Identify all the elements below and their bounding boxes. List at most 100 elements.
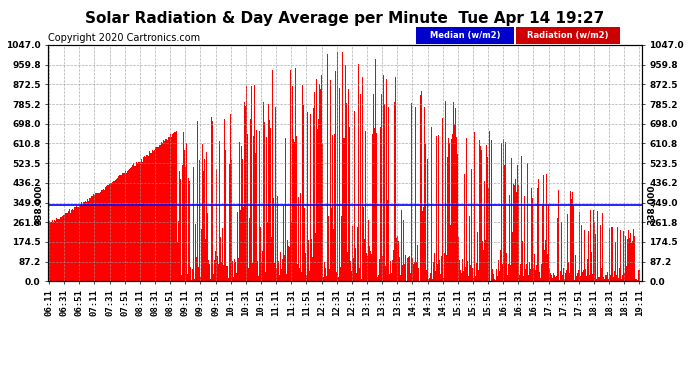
- Bar: [541, 170, 542, 281]
- Bar: [631, 243, 632, 281]
- Bar: [176, 131, 177, 281]
- Bar: [179, 175, 180, 281]
- Bar: [442, 118, 443, 281]
- Bar: [337, 52, 338, 281]
- Bar: [55, 221, 57, 281]
- Bar: [69, 209, 70, 281]
- Bar: [402, 265, 403, 281]
- Bar: [163, 140, 164, 281]
- Bar: [137, 164, 138, 281]
- Bar: [572, 272, 573, 281]
- Bar: [609, 272, 610, 281]
- Bar: [430, 273, 431, 281]
- Bar: [486, 145, 487, 281]
- Bar: [168, 137, 169, 281]
- Bar: [368, 220, 369, 281]
- Bar: [408, 258, 409, 281]
- Bar: [125, 171, 126, 281]
- Bar: [232, 261, 233, 281]
- Bar: [274, 262, 275, 281]
- Bar: [638, 270, 639, 281]
- Bar: [128, 170, 129, 281]
- Bar: [362, 77, 363, 281]
- Bar: [71, 210, 72, 281]
- Bar: [582, 272, 583, 281]
- Bar: [460, 270, 461, 281]
- Bar: [622, 274, 623, 281]
- Bar: [433, 261, 434, 281]
- Bar: [397, 264, 398, 281]
- Bar: [316, 79, 317, 281]
- Bar: [429, 278, 430, 281]
- Bar: [473, 279, 474, 281]
- Bar: [511, 158, 512, 281]
- Bar: [425, 144, 426, 281]
- Bar: [110, 183, 112, 281]
- Bar: [434, 252, 435, 281]
- Bar: [524, 196, 525, 281]
- Bar: [295, 68, 296, 281]
- Bar: [305, 253, 306, 281]
- Bar: [535, 270, 536, 281]
- Bar: [458, 237, 459, 281]
- Bar: [278, 261, 279, 281]
- Bar: [51, 222, 52, 281]
- Bar: [618, 278, 619, 281]
- Bar: [244, 102, 245, 281]
- Bar: [615, 225, 616, 281]
- Bar: [435, 271, 436, 281]
- Bar: [289, 247, 290, 281]
- Bar: [133, 163, 135, 281]
- Bar: [576, 276, 577, 281]
- Bar: [356, 273, 357, 281]
- Bar: [269, 120, 270, 281]
- Bar: [264, 122, 265, 281]
- Bar: [182, 165, 183, 281]
- Bar: [115, 180, 116, 281]
- Bar: [497, 254, 498, 281]
- Bar: [313, 222, 315, 281]
- Bar: [627, 239, 628, 281]
- Bar: [428, 274, 429, 281]
- Bar: [250, 86, 252, 281]
- Bar: [238, 258, 239, 281]
- Bar: [500, 136, 502, 281]
- Bar: [503, 139, 504, 281]
- Bar: [354, 268, 355, 281]
- Bar: [360, 275, 362, 281]
- Bar: [150, 153, 151, 281]
- Bar: [306, 275, 307, 281]
- Bar: [636, 279, 637, 281]
- Bar: [180, 179, 181, 281]
- Bar: [475, 172, 476, 281]
- Bar: [285, 138, 286, 281]
- Bar: [279, 112, 280, 281]
- Bar: [331, 208, 332, 281]
- Bar: [523, 276, 524, 281]
- Bar: [201, 220, 202, 281]
- Bar: [371, 254, 372, 281]
- Bar: [406, 262, 407, 281]
- Bar: [335, 280, 336, 281]
- Bar: [405, 255, 406, 281]
- Bar: [506, 277, 507, 281]
- Bar: [131, 166, 132, 281]
- Text: 338.000: 338.000: [34, 185, 43, 225]
- Bar: [333, 229, 334, 281]
- Bar: [310, 270, 311, 281]
- Bar: [197, 120, 198, 281]
- Bar: [421, 90, 422, 281]
- Bar: [93, 195, 94, 281]
- Bar: [480, 147, 481, 281]
- Bar: [187, 274, 188, 281]
- Bar: [116, 179, 117, 281]
- Bar: [307, 112, 308, 281]
- Bar: [522, 241, 523, 281]
- Bar: [241, 223, 242, 281]
- Bar: [443, 278, 444, 281]
- Bar: [630, 233, 631, 281]
- Bar: [263, 102, 264, 281]
- Bar: [76, 206, 77, 281]
- Bar: [393, 250, 394, 281]
- Bar: [294, 142, 295, 281]
